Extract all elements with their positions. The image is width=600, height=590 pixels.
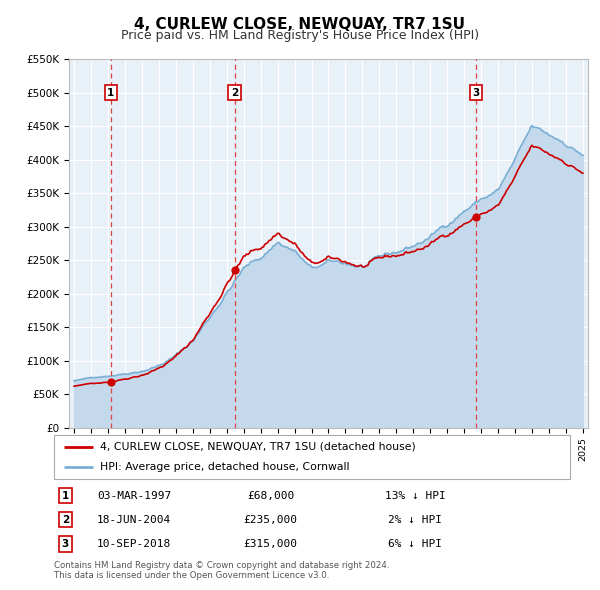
Text: 03-MAR-1997: 03-MAR-1997 [97, 491, 171, 501]
Text: 10-SEP-2018: 10-SEP-2018 [97, 539, 171, 549]
Text: £235,000: £235,000 [244, 514, 298, 525]
Text: 1: 1 [62, 491, 69, 501]
Text: 13% ↓ HPI: 13% ↓ HPI [385, 491, 446, 501]
Text: 2: 2 [231, 87, 238, 97]
Text: Contains HM Land Registry data © Crown copyright and database right 2024.: Contains HM Land Registry data © Crown c… [54, 560, 389, 569]
Text: £68,000: £68,000 [247, 491, 295, 501]
Text: 3: 3 [472, 87, 479, 97]
Text: 4, CURLEW CLOSE, NEWQUAY, TR7 1SU (detached house): 4, CURLEW CLOSE, NEWQUAY, TR7 1SU (detac… [100, 442, 416, 452]
Text: This data is licensed under the Open Government Licence v3.0.: This data is licensed under the Open Gov… [54, 571, 329, 580]
Text: 6% ↓ HPI: 6% ↓ HPI [388, 539, 442, 549]
Point [106, 378, 116, 387]
Text: 2: 2 [62, 514, 69, 525]
Text: 2% ↓ HPI: 2% ↓ HPI [388, 514, 442, 525]
Text: Price paid vs. HM Land Registry's House Price Index (HPI): Price paid vs. HM Land Registry's House … [121, 30, 479, 42]
Text: 4, CURLEW CLOSE, NEWQUAY, TR7 1SU: 4, CURLEW CLOSE, NEWQUAY, TR7 1SU [134, 17, 466, 31]
Point [230, 266, 239, 275]
FancyBboxPatch shape [54, 435, 570, 479]
Text: 1: 1 [107, 87, 115, 97]
Text: £315,000: £315,000 [244, 539, 298, 549]
Text: 3: 3 [62, 539, 69, 549]
Point [471, 212, 481, 221]
Text: HPI: Average price, detached house, Cornwall: HPI: Average price, detached house, Corn… [100, 462, 350, 472]
Text: 18-JUN-2004: 18-JUN-2004 [97, 514, 171, 525]
